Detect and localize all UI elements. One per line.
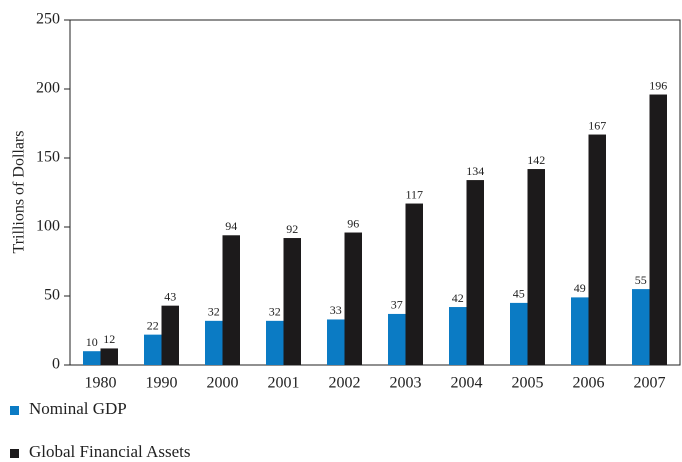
- bar: [344, 232, 362, 365]
- bar: [222, 235, 240, 365]
- bar: [283, 238, 301, 365]
- value-label: 32: [269, 305, 281, 319]
- y-tick-label: 100: [36, 218, 60, 235]
- bar: [571, 297, 589, 365]
- bar: [449, 307, 467, 365]
- bar: [161, 305, 179, 365]
- plot-frame: [69, 19, 681, 366]
- bar: [144, 334, 162, 365]
- value-label: 37: [391, 298, 403, 312]
- bar: [405, 203, 423, 365]
- value-label: 42: [452, 291, 464, 305]
- legend-swatch: [10, 449, 19, 458]
- value-label: 92: [286, 222, 298, 236]
- y-tick-label: 50: [44, 287, 60, 304]
- bar: [632, 289, 650, 365]
- legend-label: Global Financial Assets: [29, 442, 190, 461]
- bar: [527, 169, 545, 365]
- legend-swatch: [10, 406, 19, 415]
- value-label: 96: [347, 216, 359, 230]
- value-label: 43: [164, 289, 176, 303]
- bar: [100, 348, 118, 365]
- value-label: 167: [588, 118, 606, 132]
- bar: [83, 351, 101, 365]
- value-label: 45: [513, 287, 525, 301]
- x-tick-label: 2004: [451, 375, 483, 392]
- bar: [510, 302, 528, 365]
- x-tick-label: 2002: [329, 375, 361, 392]
- bar: [588, 134, 606, 365]
- x-tick-label: 2007: [634, 375, 666, 392]
- value-label: 49: [574, 281, 586, 295]
- x-tick-label: 2001: [268, 375, 300, 392]
- y-axis-label: Trillions of Dollars: [11, 131, 28, 254]
- y-tick-label: 0: [52, 356, 60, 373]
- y-tick-label: 150: [36, 149, 60, 166]
- bar: [266, 320, 284, 365]
- x-tick-label: 2003: [390, 375, 422, 392]
- bar: [388, 313, 406, 365]
- value-label: 134: [466, 164, 484, 178]
- x-tick-label: 2005: [512, 375, 544, 392]
- bar: [205, 320, 223, 365]
- value-label: 94: [225, 219, 237, 233]
- bar: [327, 319, 345, 365]
- y-tick-label: 200: [36, 80, 60, 97]
- value-label: 32: [208, 305, 220, 319]
- y-tick-label: 250: [36, 11, 60, 28]
- bar: [649, 94, 667, 366]
- x-tick-label: 1990: [146, 375, 178, 392]
- x-tick-label: 2000: [207, 375, 239, 392]
- legend-label: Nominal GDP: [29, 399, 127, 418]
- value-label: 55: [635, 273, 647, 287]
- value-label: 10: [86, 335, 98, 349]
- value-label: 196: [649, 78, 667, 92]
- x-tick-label: 2006: [573, 375, 605, 392]
- value-label: 142: [527, 153, 545, 167]
- bar: [466, 180, 484, 365]
- value-label: 33: [330, 303, 342, 317]
- value-label: 22: [147, 318, 159, 332]
- value-label: 117: [405, 187, 423, 201]
- x-tick-label: 1980: [85, 375, 117, 392]
- value-label: 12: [103, 332, 115, 346]
